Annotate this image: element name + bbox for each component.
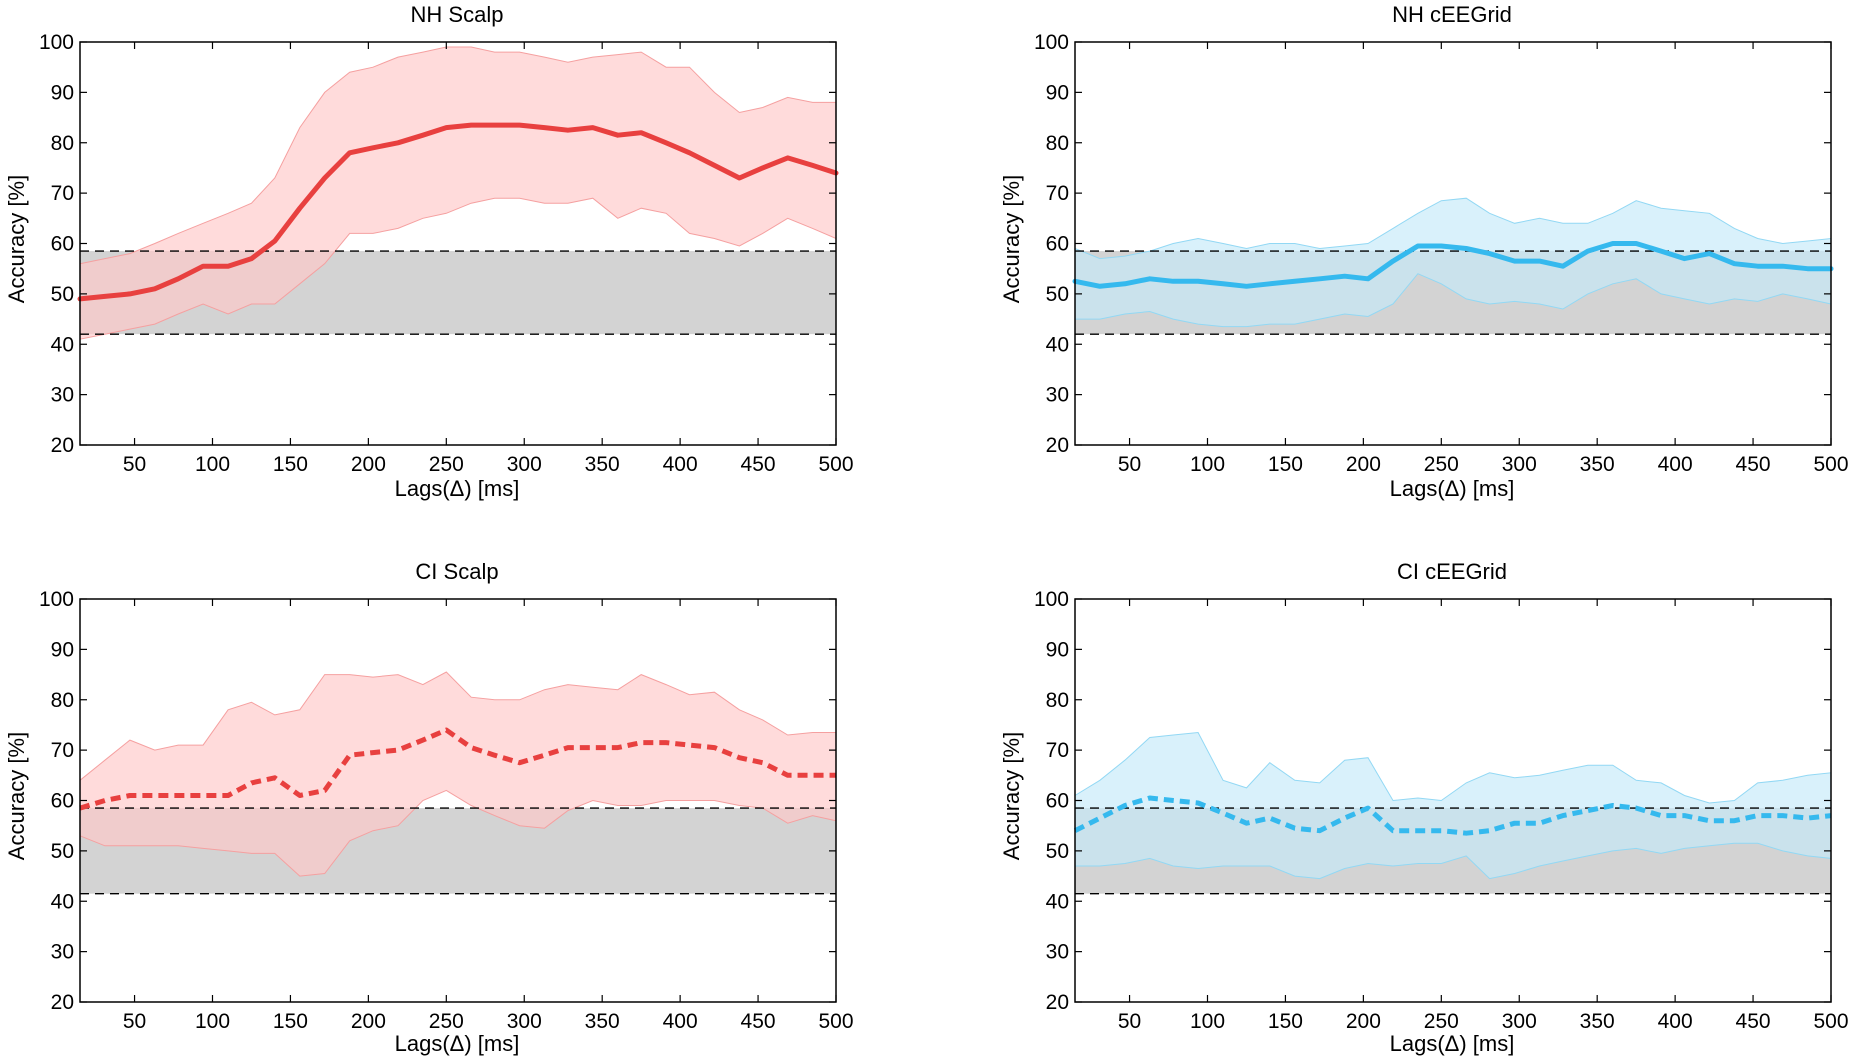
chart-title: CI Scalp (415, 559, 498, 584)
chart-title: NH Scalp (411, 2, 504, 27)
panel-ci-ceegrid: CI cEEGrid Lags(Δ) [ms] Accuracy [%] 50 1… (999, 559, 1849, 1056)
y-tick-label: 90 (51, 81, 74, 104)
y-tick-label: 90 (51, 638, 74, 661)
mean-accuracy-line (1073, 795, 1832, 836)
y-tick-label: 60 (1046, 790, 1069, 813)
y-tick-label: 30 (1046, 384, 1069, 407)
y-tick-label: 20 (1046, 434, 1069, 457)
y-tick-label: 80 (1046, 689, 1069, 712)
x-tick-label: 350 (585, 1010, 620, 1033)
y-tick-label: 40 (51, 890, 74, 913)
y-axis-label: Accuracy [%] (4, 175, 29, 303)
y-tick-label: 20 (51, 434, 74, 457)
x-tick-label: 150 (273, 1010, 308, 1033)
y-tick-label: 20 (51, 991, 74, 1014)
y-tick-label: 50 (1046, 283, 1069, 306)
x-tick-label: 450 (1736, 1010, 1771, 1033)
y-axis-label: Accuracy [%] (999, 732, 1024, 860)
y-tick-label: 80 (51, 132, 74, 155)
panel-nh-scalp: NH Scalp Lags(Δ) [ms] Accuracy [%] 50 100… (4, 2, 854, 501)
chart-title: NH cEEGrid (1392, 2, 1512, 27)
x-tick-label: 250 (429, 1010, 464, 1033)
y-axis-label: Accuracy [%] (999, 175, 1024, 303)
x-tick-label: 500 (818, 1010, 853, 1033)
y-tick-label: 50 (51, 283, 74, 306)
y-tick-label: 30 (51, 941, 74, 964)
x-tick-label: 300 (1502, 1010, 1537, 1033)
x-tick-label: 200 (351, 1010, 386, 1033)
x-tick-label: 400 (663, 1010, 698, 1033)
x-tick-label: 100 (195, 453, 230, 476)
x-tick-label: 250 (1424, 1010, 1459, 1033)
x-tick-label: 300 (507, 453, 542, 476)
x-axis-label: Lags(Δ) [ms] (395, 1031, 520, 1056)
mean-accuracy-line (77, 122, 839, 302)
y-tick-label: 60 (1046, 233, 1069, 256)
x-tick-label: 500 (1813, 453, 1848, 476)
y-tick-label: 40 (51, 333, 74, 356)
x-tick-label: 200 (1346, 1010, 1381, 1033)
y-tick-label: 80 (51, 689, 74, 712)
y-tick-label: 20 (1046, 991, 1069, 1014)
y-tick-label: 80 (1046, 132, 1069, 155)
x-tick-label: 150 (1268, 453, 1303, 476)
y-axis-label: Accuracy [%] (4, 732, 29, 860)
x-tick-label: 400 (1658, 1010, 1693, 1033)
y-tick-label: 70 (51, 739, 74, 762)
x-tick-label: 50 (123, 453, 146, 476)
x-tick-label: 100 (195, 1010, 230, 1033)
x-axis-label: Lags(Δ) [ms] (1390, 476, 1515, 501)
x-tick-label: 450 (1736, 453, 1771, 476)
x-tick-label: 250 (429, 453, 464, 476)
y-tick-label: 30 (51, 384, 74, 407)
x-tick-label: 200 (351, 453, 386, 476)
x-tick-label: 50 (1118, 1010, 1141, 1033)
x-axis-label: Lags(Δ) [ms] (1390, 1031, 1515, 1056)
y-tick-label: 70 (1046, 739, 1069, 762)
x-tick-label: 250 (1424, 453, 1459, 476)
x-tick-label: 300 (1502, 453, 1537, 476)
y-tick-label: 70 (1046, 182, 1069, 205)
x-tick-label: 400 (663, 453, 698, 476)
y-tick-label: 90 (1046, 81, 1069, 104)
x-tick-label: 350 (585, 453, 620, 476)
y-tick-label: 100 (1034, 588, 1069, 611)
x-tick-label: 50 (1118, 453, 1141, 476)
chart-title: CI cEEGrid (1397, 559, 1507, 584)
y-tick-label: 40 (1046, 890, 1069, 913)
panel-nh-ceegrid: NH cEEGrid Lags(Δ) [ms] Accuracy [%] 50 1… (999, 2, 1849, 501)
x-tick-label: 300 (507, 1010, 542, 1033)
x-axis-label: Lags(Δ) [ms] (395, 476, 520, 501)
y-tick-label: 50 (1046, 840, 1069, 863)
y-tick-label: 100 (39, 588, 74, 611)
y-tick-label: 100 (1034, 31, 1069, 54)
y-tick-label: 50 (51, 840, 74, 863)
y-tick-label: 60 (51, 233, 74, 256)
x-tick-label: 100 (1190, 1010, 1225, 1033)
mean-accuracy-line (79, 727, 836, 811)
x-tick-label: 100 (1190, 453, 1225, 476)
y-tick-label: 90 (1046, 638, 1069, 661)
y-tick-label: 40 (1046, 333, 1069, 356)
y-tick-label: 70 (51, 182, 74, 205)
x-tick-label: 500 (1813, 1010, 1848, 1033)
x-tick-label: 150 (273, 453, 308, 476)
x-tick-label: 50 (123, 1010, 146, 1033)
y-tick-label: 30 (1046, 941, 1069, 964)
x-tick-label: 150 (1268, 1010, 1303, 1033)
x-tick-label: 500 (818, 453, 853, 476)
x-tick-label: 400 (1658, 453, 1693, 476)
x-tick-label: 350 (1580, 453, 1615, 476)
x-tick-label: 350 (1580, 1010, 1615, 1033)
y-tick-label: 100 (39, 31, 74, 54)
x-tick-label: 200 (1346, 453, 1381, 476)
y-tick-label: 60 (51, 790, 74, 813)
mean-accuracy-line (1072, 241, 1834, 289)
panel-ci-scalp: CI Scalp Lags(Δ) [ms] Accuracy [%] 50 100… (4, 559, 854, 1056)
x-tick-label: 450 (741, 1010, 776, 1033)
x-tick-label: 450 (741, 453, 776, 476)
